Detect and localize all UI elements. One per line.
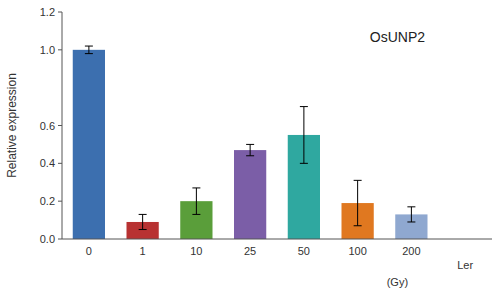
y-tick-label: 0.4 bbox=[40, 157, 55, 169]
error-cap bbox=[192, 187, 200, 188]
y-axis-label: Relative expression bbox=[5, 73, 19, 178]
x-tick-label: 10 bbox=[190, 245, 202, 257]
error-cap bbox=[246, 144, 254, 145]
y-tick bbox=[58, 49, 62, 50]
error-line bbox=[250, 144, 251, 155]
error-cap bbox=[300, 106, 308, 107]
y-tick-label: 1.2 bbox=[40, 6, 55, 18]
error-bar bbox=[407, 207, 415, 222]
y-axis-line bbox=[62, 12, 63, 239]
error-cap bbox=[85, 46, 93, 47]
bars bbox=[73, 50, 428, 239]
y-tick-label: 0.6 bbox=[40, 120, 55, 132]
title: OsUNP2 bbox=[370, 29, 425, 45]
y-tick-label: 1.0 bbox=[40, 44, 55, 56]
error-cap bbox=[354, 180, 362, 181]
error-cap bbox=[192, 214, 200, 215]
bar bbox=[73, 50, 105, 239]
y-tick bbox=[58, 163, 62, 164]
x-tick-label: Ler bbox=[457, 259, 473, 271]
y-tick bbox=[58, 125, 62, 126]
error-bar bbox=[300, 107, 308, 164]
error-bars bbox=[85, 46, 465, 239]
y-tick bbox=[58, 12, 62, 13]
error-bar bbox=[354, 180, 362, 225]
x-tick-label: 1 bbox=[140, 245, 146, 257]
error-line bbox=[357, 180, 358, 225]
error-cap bbox=[300, 163, 308, 164]
x-tick-label: 0 bbox=[86, 245, 92, 257]
error-cap bbox=[407, 206, 415, 207]
chart: 0.0 0.2 0.4 0.6 1.0 1.2 0 1 10 25 50 100 200 Ler (Gy) R… bbox=[0, 0, 504, 295]
error-cap bbox=[139, 214, 147, 215]
error-cap bbox=[246, 155, 254, 156]
error-line bbox=[88, 46, 89, 54]
error-bar bbox=[139, 214, 147, 229]
error-line bbox=[303, 107, 304, 164]
y-tick bbox=[58, 239, 62, 240]
error-line bbox=[411, 207, 412, 222]
error-line bbox=[196, 188, 197, 214]
x-tick-label: 100 bbox=[348, 245, 366, 257]
bar bbox=[234, 150, 266, 239]
error-cap bbox=[85, 53, 93, 54]
x-tick-label: 200 bbox=[402, 245, 420, 257]
error-cap bbox=[139, 229, 147, 230]
x-axis: 0 1 10 25 50 100 200 Ler bbox=[86, 245, 474, 271]
error-cap bbox=[407, 221, 415, 222]
error-bar bbox=[85, 46, 93, 54]
error-cap bbox=[354, 225, 362, 226]
x-axis-line bbox=[62, 239, 492, 240]
error-line bbox=[142, 214, 143, 229]
y-axis: 0.0 0.2 0.4 0.6 1.0 1.2 bbox=[40, 6, 62, 245]
x-tick-label: 25 bbox=[244, 245, 256, 257]
y-tick-label: 0.2 bbox=[40, 195, 55, 207]
y-tick-label: 0.0 bbox=[40, 233, 55, 245]
error-bar bbox=[192, 188, 200, 214]
error-bar bbox=[246, 144, 254, 155]
x-tick-label: 50 bbox=[298, 245, 310, 257]
x-axis-label: (Gy) bbox=[387, 276, 408, 288]
y-tick bbox=[58, 201, 62, 202]
